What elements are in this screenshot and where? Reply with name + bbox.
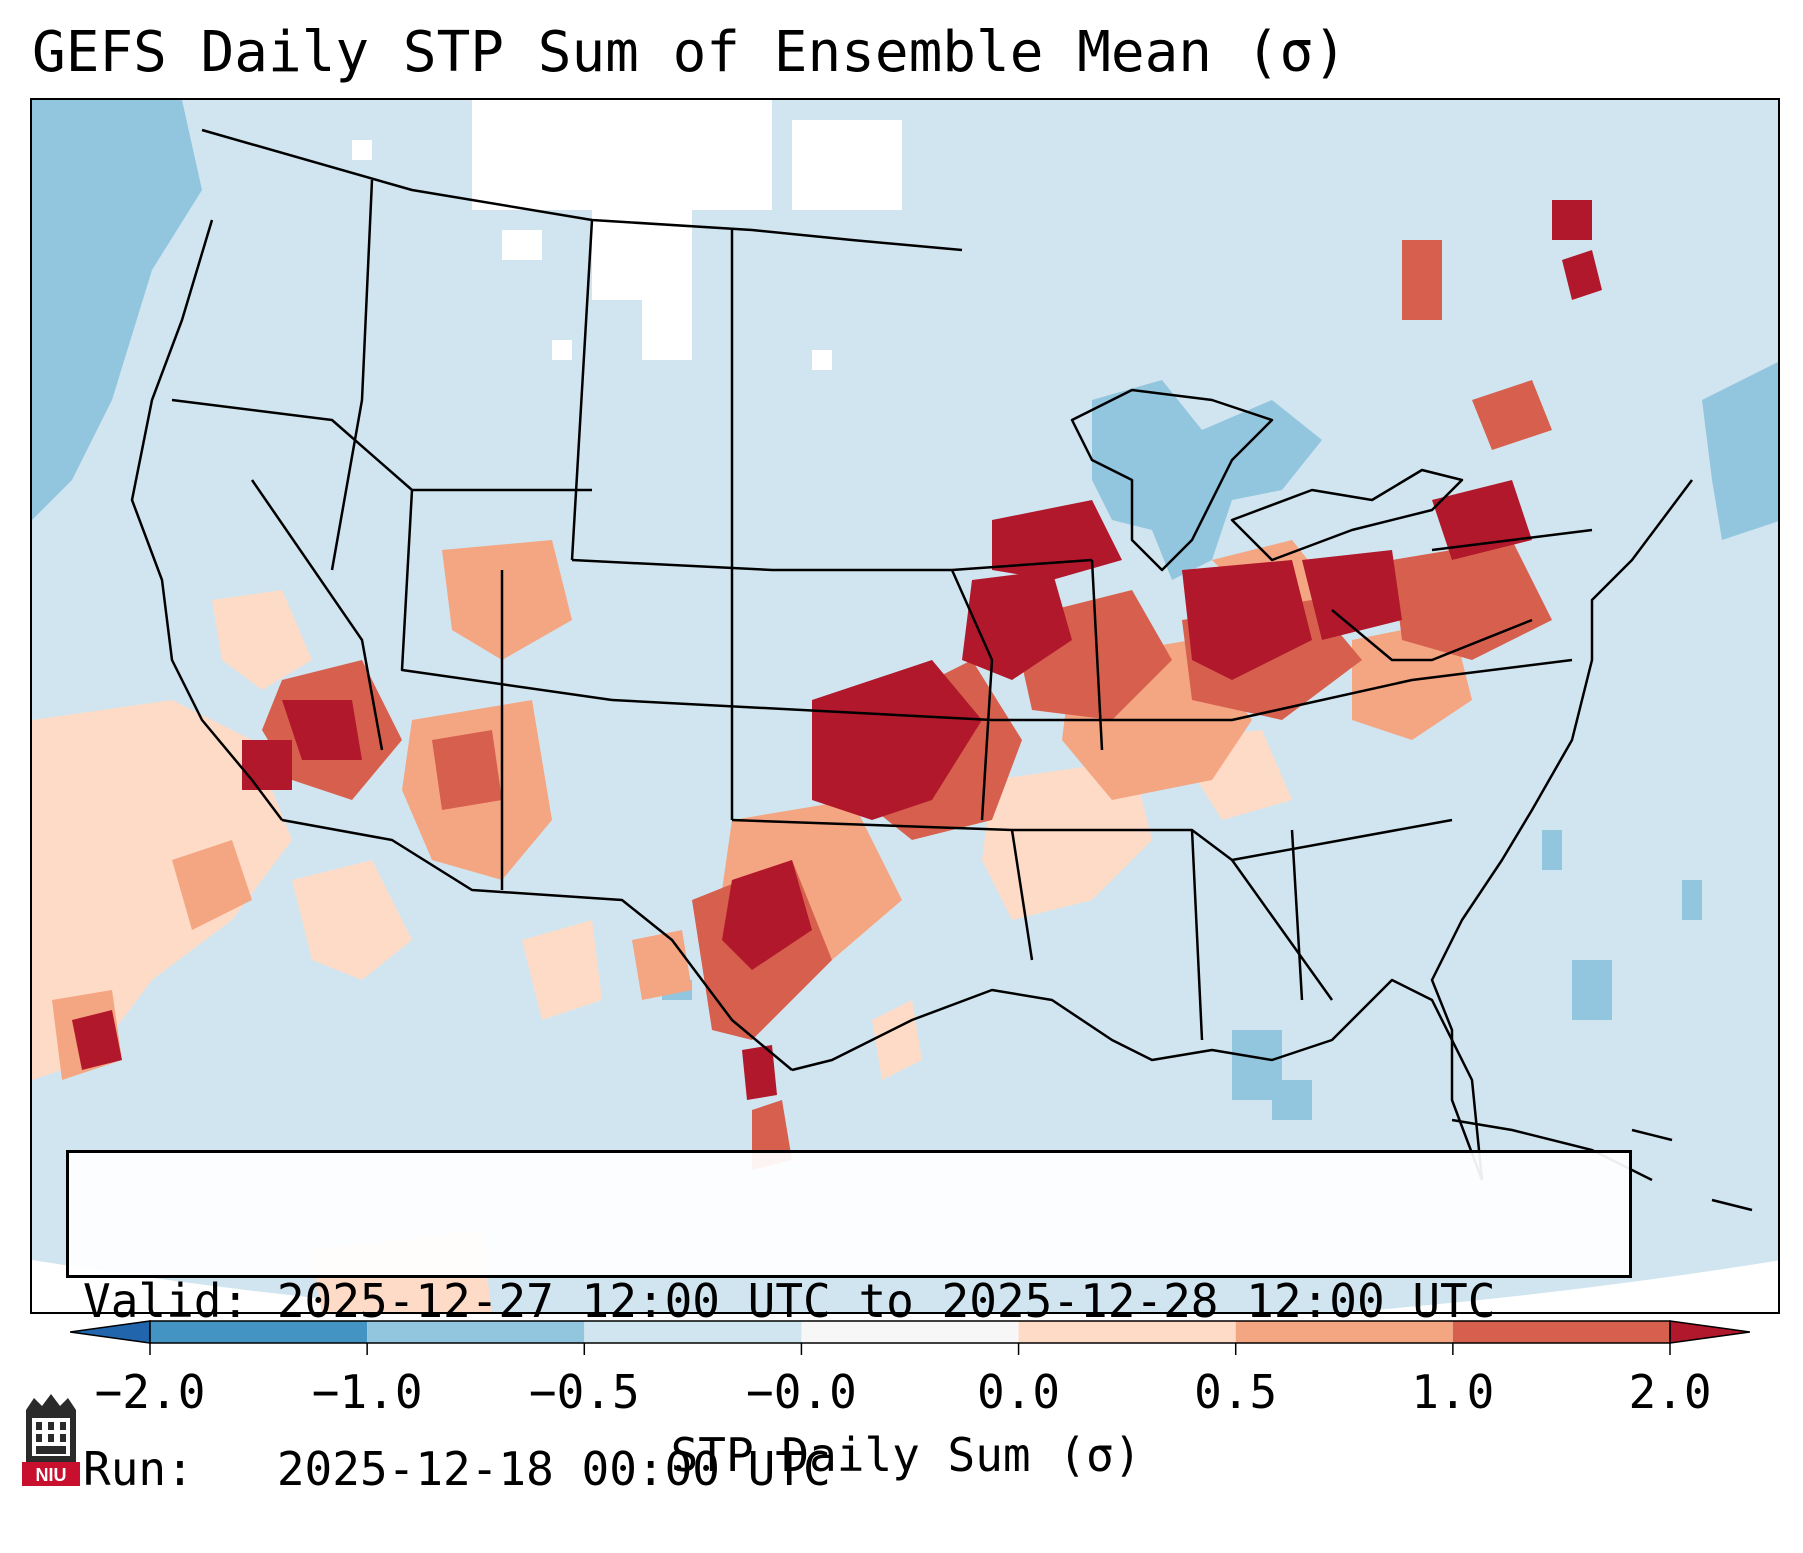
state-lines-central: [571, 558, 1453, 961]
colorbar-extension-high: [1669, 1320, 1750, 1344]
colorbar-bin: [150, 1321, 368, 1343]
colorbar-bins: [70, 1320, 1750, 1344]
colorbar-bin: [1452, 1321, 1670, 1343]
run-time-text: Run: 2025-12-18 00:00 UTC: [83, 1442, 831, 1496]
east-coast: [1430, 479, 1693, 1181]
colorbar-bin: [584, 1321, 802, 1343]
boundaries: [130, 128, 1693, 1181]
colorbar-tick-label: 1.0: [1411, 1365, 1495, 1419]
map-panel: [30, 98, 1780, 1314]
colorbar: [70, 1320, 1750, 1355]
gulf-coast: [791, 978, 1484, 1181]
colorbar-label: STP Daily Sum (σ): [670, 1428, 1142, 1482]
colorbar-tick-label: −0.5: [528, 1365, 640, 1419]
validity-info-box: Valid: 2025-12-27 12:00 UTC to 2025-12-2…: [66, 1150, 1632, 1496]
colorbar-bin: [1235, 1321, 1453, 1343]
colorbar-tick-label: −0.0: [746, 1365, 857, 1419]
mexico-border: [281, 818, 793, 1071]
colorbar-tick-label: 0.0: [977, 1365, 1061, 1419]
slight-anomaly-cells: [32, 590, 1292, 1312]
colorbar-bin: [367, 1321, 585, 1343]
west-coast: [130, 219, 283, 821]
near-zero-cells: [352, 100, 902, 370]
colorbar-outline: [149, 1320, 1671, 1344]
colorbar-bin: [801, 1321, 1019, 1343]
map-title: GEFS Daily STP Sum of Ensemble Mean (σ): [32, 20, 1347, 85]
svg-text:NIU: NIU: [36, 1465, 67, 1485]
colorbar-tick-label: 0.5: [1194, 1365, 1278, 1419]
anomaly-map: [32, 100, 1778, 1312]
great-lakes: [1070, 388, 1274, 572]
state-lines-west: [171, 179, 734, 890]
colorbar-tick-label: −1.0: [311, 1365, 423, 1419]
colorbar-tick-label: 2.0: [1628, 1365, 1712, 1419]
valid-time-text: Valid: 2025-12-27 12:00 UTC to 2025-12-2…: [83, 1274, 1496, 1328]
us-canada-border: [201, 128, 963, 252]
colorbar-ticks: [149, 1343, 1671, 1355]
colorbar-extension-low: [70, 1320, 151, 1344]
colorbar-tick-label: −2.0: [94, 1365, 206, 1419]
state-lines-east: [1132, 528, 1593, 1041]
colorbar-bin: [1018, 1321, 1236, 1343]
niu-logo: NIU: [22, 1394, 80, 1486]
lake-erie-ontario: [1230, 468, 1464, 562]
